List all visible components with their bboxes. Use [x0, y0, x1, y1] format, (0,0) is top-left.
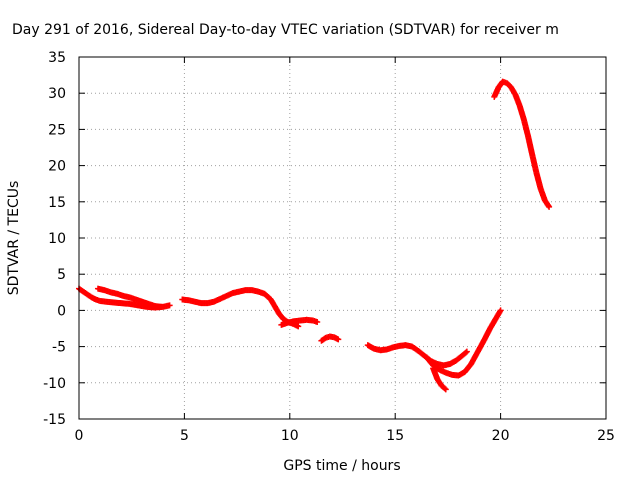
- x-tick-label: 20: [492, 428, 510, 444]
- y-tick-label: 35: [48, 50, 66, 66]
- y-tick-label: 10: [48, 231, 66, 247]
- x-tick-label: 25: [597, 428, 615, 444]
- data-point-interp: [462, 349, 469, 356]
- x-tick-label: 0: [75, 428, 84, 444]
- data-point: [442, 386, 449, 393]
- x-tick-label: 15: [386, 428, 404, 444]
- data-point: [166, 302, 173, 309]
- y-tick-label: -15: [43, 412, 66, 428]
- y-axis-label: SDTVAR / TECUs: [6, 181, 22, 296]
- data-point: [158, 303, 165, 310]
- y-tick-label: -10: [43, 376, 66, 392]
- x-axis-label: GPS time / hours: [283, 458, 400, 474]
- x-tick-label: 5: [180, 428, 189, 444]
- y-tick-label: 25: [48, 122, 66, 138]
- ticks: 0 5 10 15 20 25 -15 -10 -5 0 5 10 15 20 25 30 35: [43, 50, 615, 444]
- y-tick-label: 15: [48, 195, 66, 211]
- plot-frame: [78, 56, 607, 420]
- data-points: [76, 78, 553, 393]
- x-tick-label: 10: [281, 428, 299, 444]
- y-tick-label: 5: [57, 267, 66, 283]
- data-point: [314, 318, 321, 325]
- chart-title: Day 291 of 2016, Sidereal Day-to-day VTE…: [12, 22, 559, 38]
- data-point: [335, 336, 342, 343]
- y-tick-label: 20: [48, 159, 66, 175]
- y-tick-label: -5: [52, 340, 66, 356]
- data-point: [546, 203, 553, 210]
- data-point-interp: [441, 385, 448, 392]
- data-point: [497, 307, 504, 314]
- data-point: [295, 323, 302, 330]
- data-point: [463, 348, 470, 355]
- y-tick-label: 30: [48, 86, 66, 102]
- y-tick-label: 0: [57, 303, 66, 319]
- grid: [79, 57, 606, 419]
